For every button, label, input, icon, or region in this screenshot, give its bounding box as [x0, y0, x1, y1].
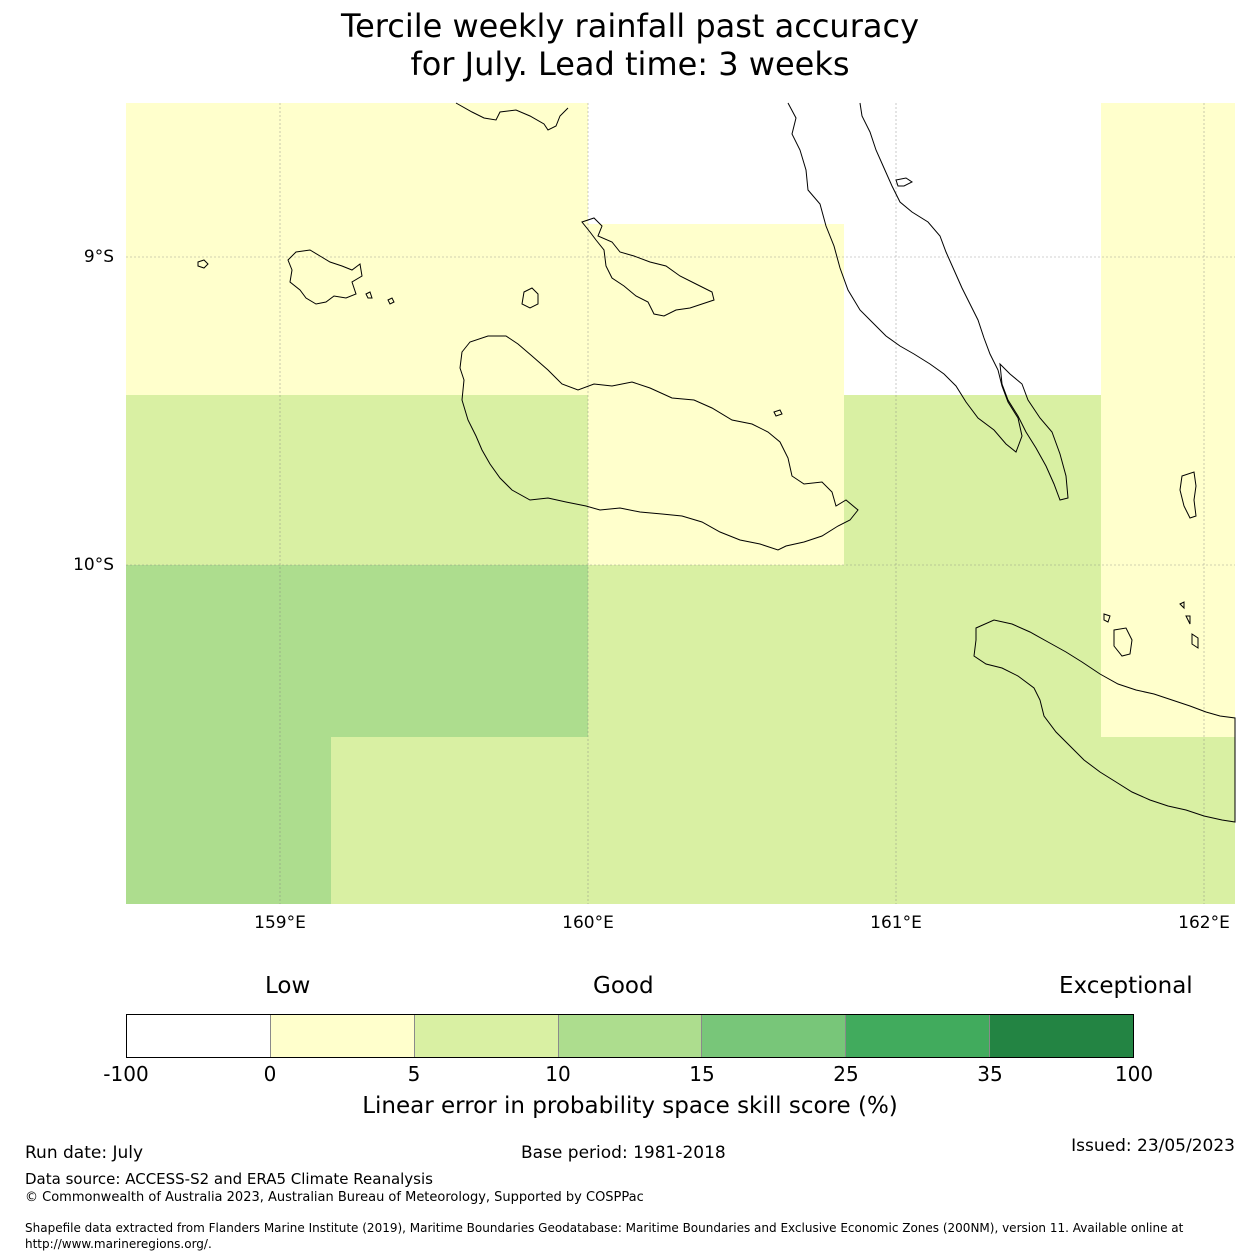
islet-coast [1103, 613, 1111, 623]
colorbar-segment [990, 1015, 1134, 1057]
colorbar-tick-label: 25 [833, 1062, 859, 1086]
shapefile-credit: Shapefile data extracted from Flanders M… [25, 1221, 1184, 1235]
islet-coast [197, 259, 209, 269]
colorbar [126, 1014, 1134, 1058]
colorbar-segment [127, 1015, 271, 1057]
grid-cell [126, 103, 588, 395]
colorbar-title: Linear error in probability space skill … [362, 1093, 898, 1119]
guadalcanal-coast [459, 335, 859, 551]
colorbar-tick-label: 0 [263, 1062, 277, 1086]
lon-label-159e: 159°E [254, 913, 306, 933]
colorbar-tick-label: 15 [689, 1062, 715, 1086]
colorbar-tick-label: 100 [1114, 1062, 1154, 1086]
chart-title-line2: for July. Lead time: 3 weeks [410, 45, 850, 83]
islet-coast [1179, 471, 1197, 519]
colorbar-segment [558, 1015, 703, 1057]
shapefile-credit-url: http://www.marineregions.org/. [25, 1237, 212, 1251]
grid-cell [844, 395, 1101, 565]
grid-cell [126, 395, 588, 565]
colorbar-segment [846, 1015, 991, 1057]
islet-coast [1191, 633, 1199, 649]
lon-label-161e: 161°E [870, 913, 922, 933]
islet-coast [1179, 601, 1185, 610]
run-date: Run date: July [25, 1143, 144, 1163]
makira-coast [973, 619, 1236, 823]
base-period: Base period: 1981-2018 [521, 1143, 726, 1163]
lat-label-10s: 10°S [73, 555, 114, 575]
islet-coast [1185, 615, 1191, 625]
islet-coast [895, 177, 913, 187]
lon-label-160e: 160°E [562, 913, 614, 933]
chart-title-line1: Tercile weekly rainfall past accuracy [340, 7, 919, 45]
grid-cell [126, 565, 588, 737]
grid-cell [588, 395, 844, 565]
colorbar-tick-label: 10 [545, 1062, 571, 1086]
copyright: © Commonwealth of Australia 2023, Austra… [25, 1190, 644, 1205]
legend-category-exceptional: Exceptional [1059, 973, 1193, 999]
grid-cell [588, 224, 844, 395]
colorbar-tick-label: 5 [407, 1062, 421, 1086]
colorbar-tick-label: -100 [103, 1062, 149, 1086]
islet-coast [773, 409, 783, 417]
small-malaita-coast [999, 362, 1069, 501]
grid-cell [1101, 395, 1235, 565]
legend-category-good: Good [593, 973, 654, 999]
gridlines [126, 103, 1235, 904]
colorbar-segment [414, 1015, 559, 1057]
florida-islands-coast [581, 217, 715, 317]
colorbar-tick-label: 35 [977, 1062, 1003, 1086]
santa-isabel-coast [455, 102, 569, 131]
data-source: Data source: ACCESS-S2 and ERA5 Climate … [25, 1170, 433, 1188]
russell-islands-coast [287, 249, 363, 305]
skill-grid [126, 103, 1235, 904]
colorbar-segment [270, 1015, 415, 1057]
lat-label-9s: 9°S [83, 247, 114, 267]
islet-coast [365, 291, 373, 299]
malaita-coast [787, 102, 1023, 453]
legend-category-low: Low [265, 973, 311, 999]
savo-island-coast [521, 287, 539, 309]
issued-date: Issued: 23/05/2023 [1071, 1136, 1235, 1156]
grid-cell [331, 737, 1235, 904]
islet-coast [387, 297, 395, 305]
grid-cell [588, 565, 1101, 737]
grid-cell [1101, 103, 1235, 395]
grid-cell [1101, 565, 1235, 737]
lon-label-162e: 162°E [1178, 913, 1230, 933]
colorbar-segment [702, 1015, 847, 1057]
grid-cell [126, 737, 331, 904]
coastlines [197, 102, 1236, 823]
islet-coast [1113, 627, 1133, 657]
